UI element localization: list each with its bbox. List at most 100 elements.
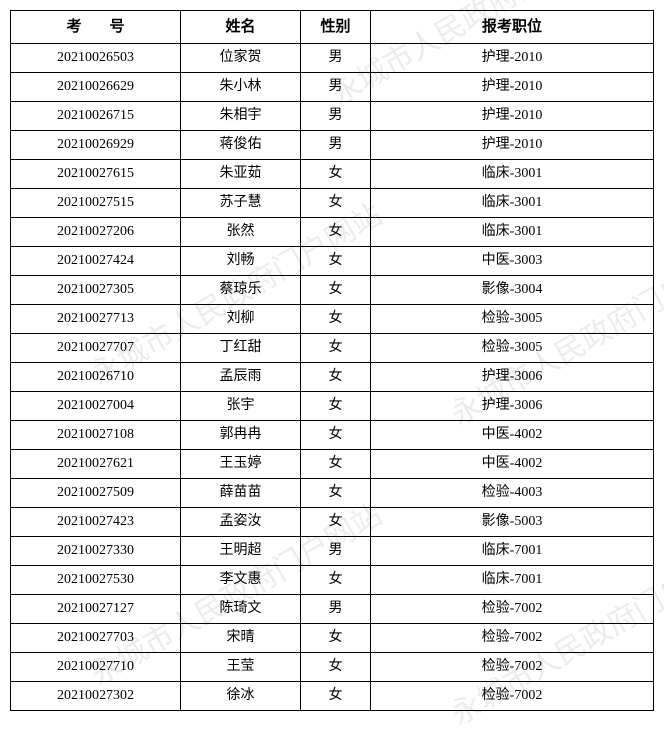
- cell-id: 20210027703: [11, 624, 181, 653]
- cell-id: 20210026929: [11, 131, 181, 160]
- cell-id: 20210026629: [11, 73, 181, 102]
- table-row: 20210027302徐冰女检验-7002: [11, 682, 654, 711]
- cell-id: 20210027004: [11, 392, 181, 421]
- cell-sex: 男: [301, 595, 371, 624]
- table-row: 20210027423孟姿汝女影像-5003: [11, 508, 654, 537]
- cell-position: 检验-4003: [371, 479, 654, 508]
- cell-name: 郭冉冉: [181, 421, 301, 450]
- cell-id: 20210027108: [11, 421, 181, 450]
- cell-sex: 女: [301, 479, 371, 508]
- cell-name: 蔡琼乐: [181, 276, 301, 305]
- cell-position: 护理-3006: [371, 363, 654, 392]
- cell-sex: 男: [301, 73, 371, 102]
- cell-position: 护理-3006: [371, 392, 654, 421]
- cell-sex: 男: [301, 131, 371, 160]
- cell-position: 检验-7002: [371, 595, 654, 624]
- cell-id: 20210027615: [11, 160, 181, 189]
- header-row: 考号 姓名 性别 报考职位: [11, 11, 654, 44]
- cell-sex: 女: [301, 189, 371, 218]
- table-container: 永城市人民政府门户网站永城市人民政府门户网站永城市人民政府门户网站永城市人民政府…: [10, 10, 654, 711]
- header-name: 姓名: [181, 11, 301, 44]
- cell-sex: 女: [301, 624, 371, 653]
- table-body: 20210026503位家贺男护理-201020210026629朱小林男护理-…: [11, 44, 654, 711]
- cell-position: 检验-7002: [371, 653, 654, 682]
- cell-sex: 男: [301, 102, 371, 131]
- table-row: 20210027004张宇女护理-3006: [11, 392, 654, 421]
- cell-id: 20210027305: [11, 276, 181, 305]
- cell-name: 徐冰: [181, 682, 301, 711]
- table-row: 20210027108郭冉冉女中医-4002: [11, 421, 654, 450]
- cell-name: 孟辰雨: [181, 363, 301, 392]
- cell-sex: 女: [301, 218, 371, 247]
- cell-position: 临床-3001: [371, 160, 654, 189]
- cell-position: 中医-3003: [371, 247, 654, 276]
- cell-id: 20210027330: [11, 537, 181, 566]
- cell-name: 陈琦文: [181, 595, 301, 624]
- cell-name: 蒋俊佑: [181, 131, 301, 160]
- cell-sex: 男: [301, 537, 371, 566]
- cell-position: 护理-2010: [371, 73, 654, 102]
- cell-name: 丁红甜: [181, 334, 301, 363]
- cell-position: 临床-7001: [371, 566, 654, 595]
- cell-id: 20210027127: [11, 595, 181, 624]
- table-row: 20210026929蒋俊佑男护理-2010: [11, 131, 654, 160]
- table-row: 20210027305蔡琼乐女影像-3004: [11, 276, 654, 305]
- table-row: 20210027710王莹女检验-7002: [11, 653, 654, 682]
- table-row: 20210027530李文惠女临床-7001: [11, 566, 654, 595]
- cell-position: 检验-7002: [371, 682, 654, 711]
- cell-position: 中医-4002: [371, 450, 654, 479]
- cell-name: 张然: [181, 218, 301, 247]
- cell-sex: 男: [301, 44, 371, 73]
- cell-name: 宋晴: [181, 624, 301, 653]
- cell-name: 孟姿汝: [181, 508, 301, 537]
- header-id: 考号: [11, 11, 181, 44]
- cell-position: 护理-2010: [371, 102, 654, 131]
- cell-id: 20210026503: [11, 44, 181, 73]
- cell-name: 刘柳: [181, 305, 301, 334]
- table-row: 20210026710孟辰雨女护理-3006: [11, 363, 654, 392]
- cell-sex: 女: [301, 363, 371, 392]
- cell-name: 王玉婷: [181, 450, 301, 479]
- cell-name: 朱小林: [181, 73, 301, 102]
- cell-id: 20210027302: [11, 682, 181, 711]
- cell-sex: 女: [301, 160, 371, 189]
- table-row: 20210026629朱小林男护理-2010: [11, 73, 654, 102]
- table-row: 20210027615朱亚茹女临床-3001: [11, 160, 654, 189]
- cell-id: 20210027530: [11, 566, 181, 595]
- header-position: 报考职位: [371, 11, 654, 44]
- cell-position: 检验-3005: [371, 334, 654, 363]
- table-row: 20210027509薛苗苗女检验-4003: [11, 479, 654, 508]
- cell-id: 20210027710: [11, 653, 181, 682]
- cell-sex: 女: [301, 276, 371, 305]
- cell-position: 护理-2010: [371, 44, 654, 73]
- table-row: 20210027703宋晴女检验-7002: [11, 624, 654, 653]
- cell-name: 李文惠: [181, 566, 301, 595]
- cell-position: 中医-4002: [371, 421, 654, 450]
- cell-sex: 女: [301, 682, 371, 711]
- cell-id: 20210027424: [11, 247, 181, 276]
- table-row: 20210027713刘柳女检验-3005: [11, 305, 654, 334]
- cell-id: 20210027515: [11, 189, 181, 218]
- cell-position: 影像-3004: [371, 276, 654, 305]
- table-row: 20210026503位家贺男护理-2010: [11, 44, 654, 73]
- cell-sex: 女: [301, 334, 371, 363]
- table-row: 20210027206张然女临床-3001: [11, 218, 654, 247]
- cell-sex: 女: [301, 566, 371, 595]
- cell-id: 20210027509: [11, 479, 181, 508]
- cell-position: 临床-7001: [371, 537, 654, 566]
- cell-sex: 女: [301, 421, 371, 450]
- cell-sex: 女: [301, 305, 371, 334]
- table-row: 20210027515苏子慧女临床-3001: [11, 189, 654, 218]
- cell-id: 20210027621: [11, 450, 181, 479]
- table-row: 20210026715朱相宇男护理-2010: [11, 102, 654, 131]
- cell-id: 20210027713: [11, 305, 181, 334]
- cell-position: 护理-2010: [371, 131, 654, 160]
- cell-name: 张宇: [181, 392, 301, 421]
- cell-position: 检验-7002: [371, 624, 654, 653]
- cell-sex: 女: [301, 392, 371, 421]
- cell-sex: 女: [301, 450, 371, 479]
- table-row: 20210027707丁红甜女检验-3005: [11, 334, 654, 363]
- cell-name: 苏子慧: [181, 189, 301, 218]
- cell-name: 薛苗苗: [181, 479, 301, 508]
- cell-name: 位家贺: [181, 44, 301, 73]
